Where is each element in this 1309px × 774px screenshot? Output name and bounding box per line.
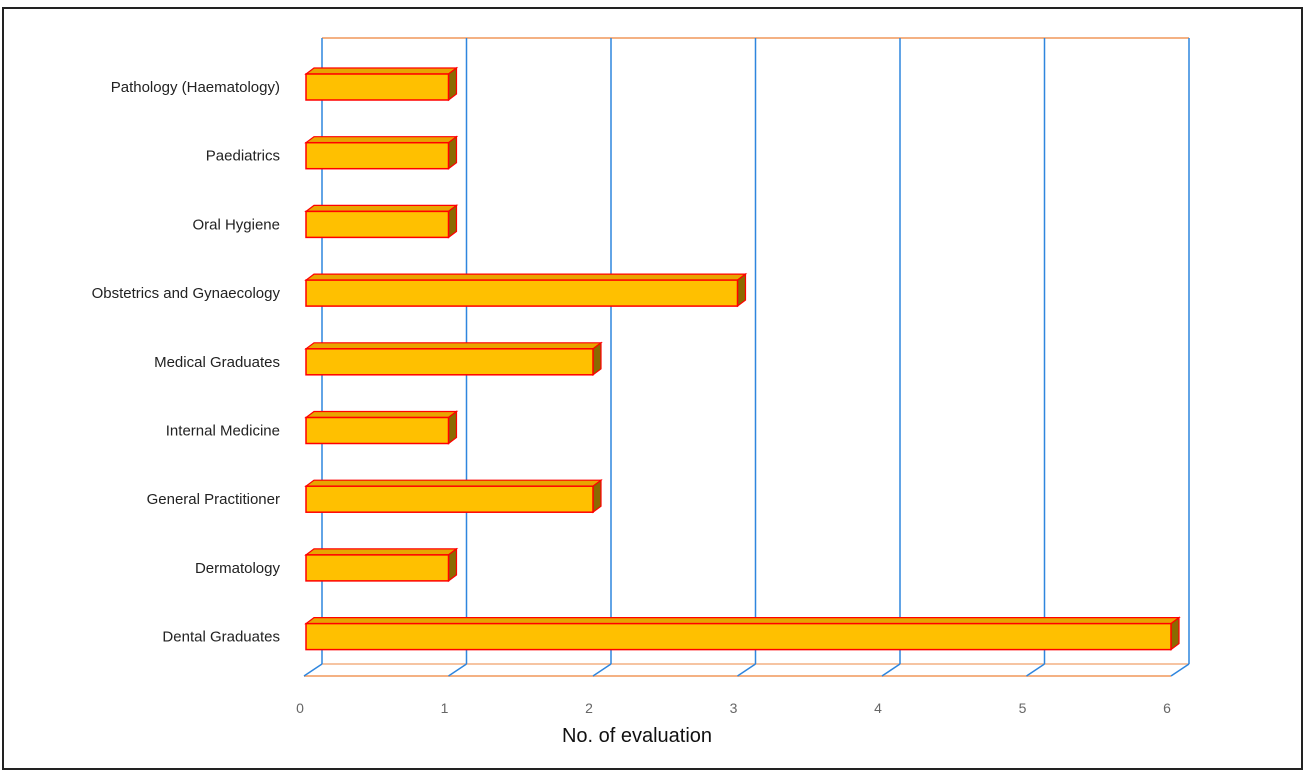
floor-gridline xyxy=(1170,663,1190,677)
floor-gridline xyxy=(1026,663,1045,677)
category-label: Paediatrics xyxy=(206,148,280,165)
x-tick-label: 5 xyxy=(1019,700,1027,716)
bar-side xyxy=(1170,616,1180,651)
bar-top xyxy=(304,67,459,75)
x-tick-label: 2 xyxy=(585,700,593,716)
x-axis-title: No. of evaluation xyxy=(562,725,712,747)
floor-gridline xyxy=(303,663,323,677)
category-label: Pathology (Haematology) xyxy=(111,79,280,96)
bar-side xyxy=(736,272,747,308)
x-tick-label: 1 xyxy=(441,700,449,716)
bar xyxy=(305,622,1172,651)
bar xyxy=(305,416,450,445)
floor-gridline xyxy=(737,663,756,677)
bar xyxy=(305,210,450,239)
bar-top xyxy=(304,342,603,350)
bar xyxy=(305,73,450,101)
floor-gridline xyxy=(448,663,467,677)
bar-top xyxy=(304,410,459,419)
bar-top xyxy=(304,204,459,212)
bar xyxy=(305,485,594,513)
chart-frame: Pathology (Haematology) Paediatrics Oral H… xyxy=(2,7,1303,770)
bar-top xyxy=(304,479,603,487)
category-label: Oral Hygiene xyxy=(192,216,280,233)
category-label: Medical Graduates xyxy=(154,354,280,371)
bar-side xyxy=(592,341,602,376)
category-label: Obstetrics and Gynaecology xyxy=(92,285,281,302)
bar-top xyxy=(304,136,459,144)
category-label: Dermatology xyxy=(195,560,281,577)
bar-chart: Pathology (Haematology) Paediatrics Oral H… xyxy=(92,37,1190,747)
category-label: Dental Graduates xyxy=(162,629,280,646)
bar-side xyxy=(447,204,458,239)
bar-side xyxy=(447,410,458,445)
bar xyxy=(305,141,450,170)
floor-gridline xyxy=(592,663,612,677)
bar-side xyxy=(592,479,602,514)
category-label: General Practitioner xyxy=(147,491,280,508)
x-tick-label: 0 xyxy=(296,700,304,716)
bar-side xyxy=(447,135,458,170)
bar-side xyxy=(447,547,458,583)
x-tick-label: 6 xyxy=(1163,700,1171,716)
bar-side xyxy=(447,66,458,102)
bar xyxy=(305,348,594,376)
bar xyxy=(305,279,739,307)
bar-top xyxy=(304,616,1181,625)
floor-gridline xyxy=(881,663,901,677)
x-tick-label: 4 xyxy=(874,700,882,716)
bar xyxy=(305,554,450,582)
x-tick-label: 3 xyxy=(730,700,738,716)
bar-top xyxy=(304,548,459,556)
bar-top xyxy=(304,273,748,281)
category-label: Internal Medicine xyxy=(166,423,280,440)
